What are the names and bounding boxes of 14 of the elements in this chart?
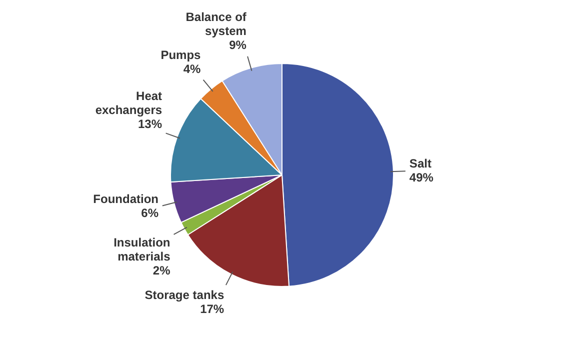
data-label: 4% — [183, 62, 202, 76]
data-label: 17% — [200, 302, 224, 316]
slice-label: Salt — [409, 156, 432, 170]
slice-label: Pumps — [160, 48, 202, 62]
slice-label: Heat exchangers — [95, 89, 162, 118]
data-label: 13% — [138, 117, 162, 132]
slice-label: Storage tanks — [144, 288, 224, 302]
slice-label: Foundation — [93, 192, 159, 206]
data-label: 49% — [409, 170, 434, 184]
data-label: 9% — [229, 38, 247, 52]
data-label: 2% — [152, 264, 171, 278]
slice-label: Balance of system — [186, 10, 248, 38]
slice-label: Insulation materials — [114, 236, 171, 264]
data-label: 6% — [141, 206, 159, 220]
